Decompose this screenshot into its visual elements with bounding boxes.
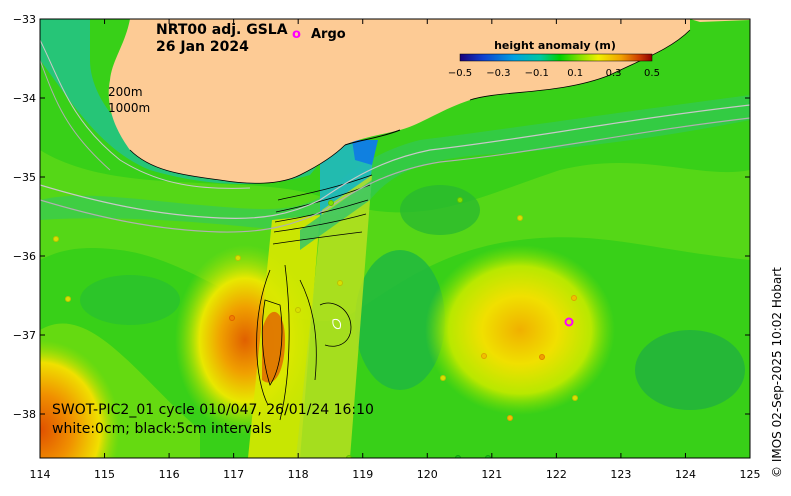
y-tick-label: −36	[13, 250, 36, 263]
colorbar-ramp	[459, 53, 653, 62]
depth-1000m-contour	[40, 117, 750, 233]
colorbar-tick-label: 0.5	[644, 68, 660, 79]
argo-float-marker[interactable]	[53, 236, 59, 242]
depth-200m-contour-west	[40, 39, 251, 189]
argo-float-marker[interactable]	[455, 455, 461, 461]
colorbar-tick-label: −0.1	[525, 68, 549, 79]
argo-float-marker[interactable]	[571, 295, 577, 301]
coastline	[344, 129, 401, 146]
ocean-low	[400, 185, 480, 235]
map-date: 26 Jan 2024	[156, 39, 249, 55]
argo-float-marker[interactable]	[229, 315, 235, 321]
depth-label-1000m: 1000m	[108, 101, 150, 115]
shelf-blue	[352, 140, 378, 165]
argo-float-marker[interactable]	[295, 307, 301, 313]
credit-label: © IMOS 02-Sep-2025 10:02 Hobart	[770, 267, 784, 478]
y-tick-label: −37	[13, 329, 36, 342]
x-tick-label: 122	[546, 468, 567, 481]
colorbar-title: height anomaly (m)	[494, 39, 616, 52]
ocean-low	[635, 330, 745, 410]
x-tick-label: 121	[481, 468, 502, 481]
map-title: NRT00 adj. GSLA	[156, 22, 288, 38]
y-tick-label: −33	[13, 13, 36, 26]
argo-floats	[53, 197, 578, 461]
ocean-low	[355, 250, 445, 390]
argo-float-marker[interactable]	[517, 215, 523, 221]
colorbar-tick-label: −0.5	[448, 68, 472, 79]
argo-float-marker[interactable]	[440, 375, 446, 381]
x-tick-label: 116	[159, 468, 180, 481]
anomaly-high-corner	[40, 340, 120, 458]
x-tick-label: 120	[417, 468, 438, 481]
argo-float-marker[interactable]	[65, 296, 71, 302]
ocean-low	[80, 275, 180, 325]
colorbar-tick-label: −0.3	[486, 68, 510, 79]
argo-float-marker[interactable]	[572, 395, 578, 401]
coastline	[469, 29, 691, 101]
plot-frame	[39, 18, 751, 459]
argo-float-marker[interactable]	[328, 200, 334, 206]
depth-1000m-contour-west	[40, 59, 111, 171]
argo-float-marker[interactable]	[346, 455, 352, 461]
y-tick-label: −35	[13, 171, 36, 184]
argo-float-marker[interactable]	[481, 353, 487, 359]
swot-high-patch	[262, 311, 285, 383]
argo-float-marker[interactable]	[539, 354, 545, 360]
colorbar-ticks: −0.5 −0.3 −0.1 0.1 0.3 0.5	[448, 68, 660, 79]
y-axis: −33 −34 −35 −36 −37 −38	[13, 13, 750, 421]
argo-legend-label: Argo	[311, 27, 346, 42]
argo-float-marker[interactable]	[485, 455, 491, 461]
swot-zero-contour	[332, 319, 341, 329]
x-tick-label: 125	[740, 468, 761, 481]
swot-low-patch	[300, 180, 372, 250]
argo-float-marker[interactable]	[507, 415, 513, 421]
x-axis: 114 115 116 117 118 119 120 121 122 123 124 125	[30, 19, 761, 481]
argo-float-marker[interactable]	[235, 255, 241, 261]
x-tick-label: 118	[288, 468, 309, 481]
x-tick-label: 119	[352, 468, 373, 481]
land-edge	[690, 19, 750, 22]
y-tick-label: −34	[13, 92, 36, 105]
x-tick-label: 117	[223, 468, 244, 481]
coastline	[129, 144, 346, 184]
depth-200m-contour	[40, 104, 750, 219]
argo-float-marker[interactable]	[337, 280, 343, 286]
argo-legend-symbol: o	[292, 27, 301, 42]
swot-caption-line1: SWOT-PIC2_01 cycle 010/047, 26/01/24 16:…	[52, 402, 374, 418]
y-tick-label: −38	[13, 408, 36, 421]
x-tick-label: 123	[610, 468, 631, 481]
x-tick-label: 114	[30, 468, 51, 481]
swot-caption-line2: white:0cm; black:5cm intervals	[52, 421, 272, 437]
swot-swath-right	[296, 175, 372, 458]
colorbar-tick-label: 0.1	[567, 68, 583, 79]
map-field	[40, 19, 750, 461]
colorbar-tick-label: 0.3	[606, 68, 622, 79]
x-tick-label: 115	[94, 468, 115, 481]
x-tick-label: 124	[675, 468, 696, 481]
argo-float-marker[interactable]	[457, 197, 463, 203]
depth-label-200m: 200m	[108, 85, 143, 99]
anomaly-high-east	[425, 245, 615, 415]
colorbar: height anomaly (m) −0.5 −0.3 −0.1 0.1 0.3 0.5	[448, 39, 660, 79]
shelf-teal	[40, 19, 330, 185]
argo-float-marker[interactable]	[564, 317, 574, 327]
